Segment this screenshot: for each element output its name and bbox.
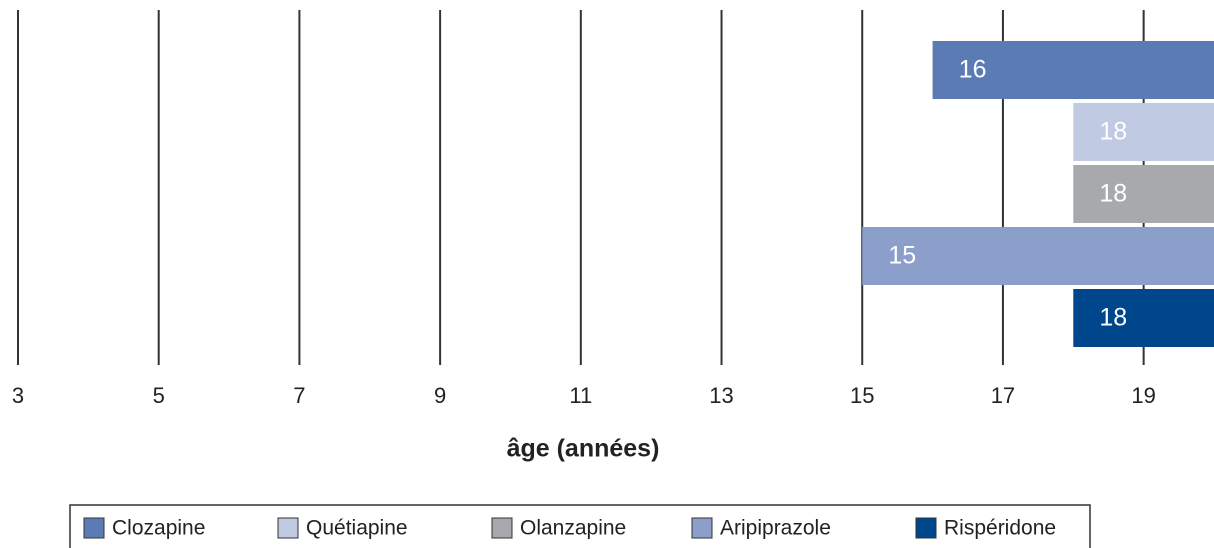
- x-tick-label: 5: [153, 383, 165, 408]
- x-tick-label: 11: [569, 383, 592, 408]
- legend-box: [69, 504, 1091, 548]
- legend-label: Olanzapine: [520, 517, 626, 540]
- bar: [932, 41, 1214, 99]
- data-label: 15: [888, 242, 916, 270]
- bar: [1073, 103, 1214, 161]
- x-tick-label: 15: [850, 383, 874, 408]
- bar: [1073, 289, 1214, 347]
- bar: [862, 227, 1214, 285]
- legend-swatch: [83, 517, 105, 539]
- legend-swatch: [491, 517, 513, 539]
- x-tick-label: 19: [1131, 383, 1155, 408]
- x-tick-label: 9: [434, 383, 446, 408]
- legend-label: Rispéridone: [944, 517, 1056, 540]
- x-tick-label: 17: [991, 383, 1015, 408]
- x-axis-label: âge (années): [507, 435, 660, 463]
- legend-swatch: [691, 517, 713, 539]
- legend-swatch: [915, 517, 937, 539]
- x-tick-label: 13: [709, 383, 733, 408]
- data-label: 18: [1099, 304, 1127, 332]
- legend-label: Aripiprazole: [720, 517, 831, 540]
- legend-swatch: [277, 517, 299, 539]
- x-tick-label: 7: [293, 383, 305, 408]
- data-label: 16: [959, 56, 987, 84]
- bar: [1073, 165, 1214, 223]
- legend-label: Clozapine: [112, 517, 205, 540]
- data-label: 18: [1099, 118, 1127, 146]
- legend-label: Quétiapine: [306, 517, 408, 540]
- data-label: 18: [1099, 180, 1127, 208]
- x-tick-label: 3: [12, 383, 24, 408]
